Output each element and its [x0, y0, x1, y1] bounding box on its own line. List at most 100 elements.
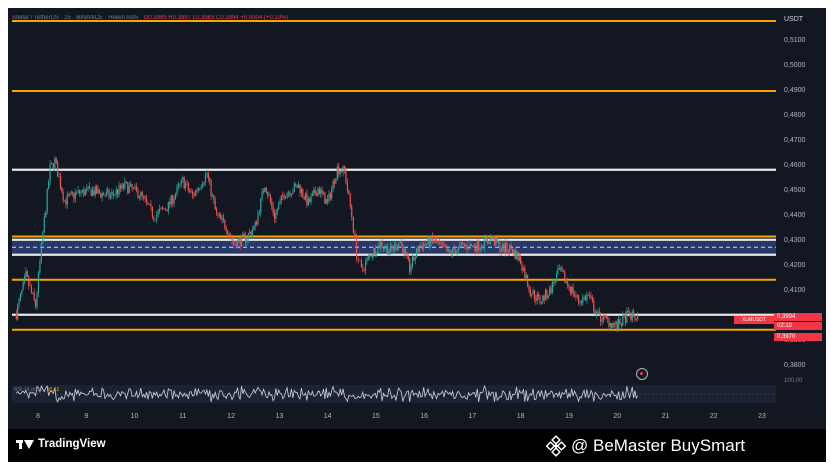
candle-body — [434, 239, 436, 242]
oscillator-legend[interactable]: RSI 14 close 50.12 — [14, 387, 59, 393]
candle-body — [502, 244, 504, 251]
price-axis-unit[interactable]: USDT — [784, 16, 804, 23]
candle-body — [389, 245, 391, 252]
candle-body — [560, 267, 562, 269]
candle-body — [160, 207, 162, 209]
candle-body — [130, 183, 132, 187]
candle-body — [77, 190, 79, 192]
candle-body — [524, 268, 526, 278]
candle-body — [486, 238, 488, 243]
candle-body — [150, 204, 152, 207]
time-tick-label: 14 — [323, 413, 332, 420]
candle-body — [193, 194, 195, 196]
candle-body — [183, 177, 185, 189]
candle-body — [488, 242, 490, 245]
candle-body — [615, 321, 617, 325]
tradingview-icon — [16, 439, 34, 449]
candle-body — [46, 188, 48, 213]
candle-body — [42, 232, 44, 244]
price-axis[interactable]: USDT 0,5100 0,5000 0,4900 0,4800 0,4700 0,460… — [776, 8, 826, 388]
candle-body — [108, 190, 110, 198]
candle-body — [204, 174, 207, 183]
candle-body — [255, 222, 258, 225]
candle-body — [286, 193, 288, 198]
candle-body — [313, 189, 315, 194]
candle-body — [289, 192, 291, 196]
price-tick-label: 0,4500 — [784, 187, 806, 194]
candle-body — [533, 290, 536, 299]
candle-body — [101, 193, 103, 198]
candle-body — [525, 275, 527, 278]
candle-body — [71, 192, 74, 194]
candle-body — [362, 267, 364, 270]
candle-body — [409, 259, 411, 272]
candle-body — [239, 238, 241, 247]
candle-body — [496, 237, 498, 243]
candle-body — [194, 190, 196, 196]
candle-body — [290, 193, 293, 196]
candle-body — [144, 196, 146, 199]
candle-body — [529, 289, 531, 296]
candle-body — [315, 193, 318, 197]
candle-body — [15, 313, 17, 320]
candle-body — [329, 193, 331, 199]
candle-body — [539, 295, 541, 304]
candle-body — [343, 165, 346, 170]
candle-body — [173, 198, 175, 204]
candle-body — [220, 214, 222, 219]
candle-body — [115, 189, 117, 195]
candle-body — [431, 236, 433, 241]
candle-body — [436, 239, 438, 243]
candle-body — [324, 192, 326, 204]
candle-body — [54, 158, 56, 169]
candle-body — [141, 192, 143, 196]
candle-body — [536, 294, 538, 301]
candle-body — [18, 299, 20, 306]
candle-body — [598, 311, 600, 313]
candle-body — [345, 169, 347, 183]
candle-body — [125, 181, 127, 183]
chart-frame[interactable] — [8, 8, 826, 429]
candle-body — [600, 312, 602, 322]
candle-body — [472, 244, 474, 247]
candle-body — [428, 237, 431, 247]
candle-body — [532, 290, 534, 295]
candle-body — [571, 287, 573, 293]
candle-body — [207, 173, 209, 179]
candle-body — [278, 204, 280, 210]
candle-body — [557, 268, 559, 275]
candle-body — [121, 183, 123, 189]
candle-body — [296, 185, 298, 188]
candle-body — [187, 183, 189, 191]
candle-body — [624, 314, 627, 323]
candle-body — [364, 261, 367, 271]
tradingview-logo[interactable]: TradingView — [16, 438, 106, 450]
candle-body — [544, 289, 547, 300]
ohlc-values: O0.3989 H0.3997 L0.3983 C0.3994 +0.0004 … — [143, 15, 289, 21]
candle-body — [202, 184, 204, 188]
time-tick-label: 17 — [468, 413, 477, 420]
candle-body — [513, 249, 515, 254]
candle-body — [322, 192, 325, 194]
candle-body — [327, 199, 329, 202]
candle-body — [333, 180, 336, 184]
candle-body — [89, 186, 91, 189]
time-axis[interactable]: 8 9 10 11 12 13 14 15 16 17 18 19 20 21 22 23 — [0, 413, 818, 425]
candle-body — [561, 267, 563, 272]
candle-body — [543, 295, 545, 300]
candle-body — [132, 187, 135, 189]
candle-body — [454, 250, 457, 254]
symbol-title[interactable]: Stellar / TetherUS · 15 · BINANCE · Heik… — [12, 15, 138, 21]
candle-body — [273, 212, 276, 219]
candle-body — [210, 180, 212, 197]
candle-body — [122, 183, 125, 189]
candle-body — [562, 271, 565, 273]
candle-body — [84, 190, 86, 196]
candle-body — [469, 243, 471, 250]
candle-body — [492, 236, 494, 239]
candle-body — [589, 295, 591, 297]
replay-icon[interactable] — [636, 368, 648, 380]
candle-body — [637, 315, 639, 320]
time-tick-label: 10 — [130, 413, 139, 420]
